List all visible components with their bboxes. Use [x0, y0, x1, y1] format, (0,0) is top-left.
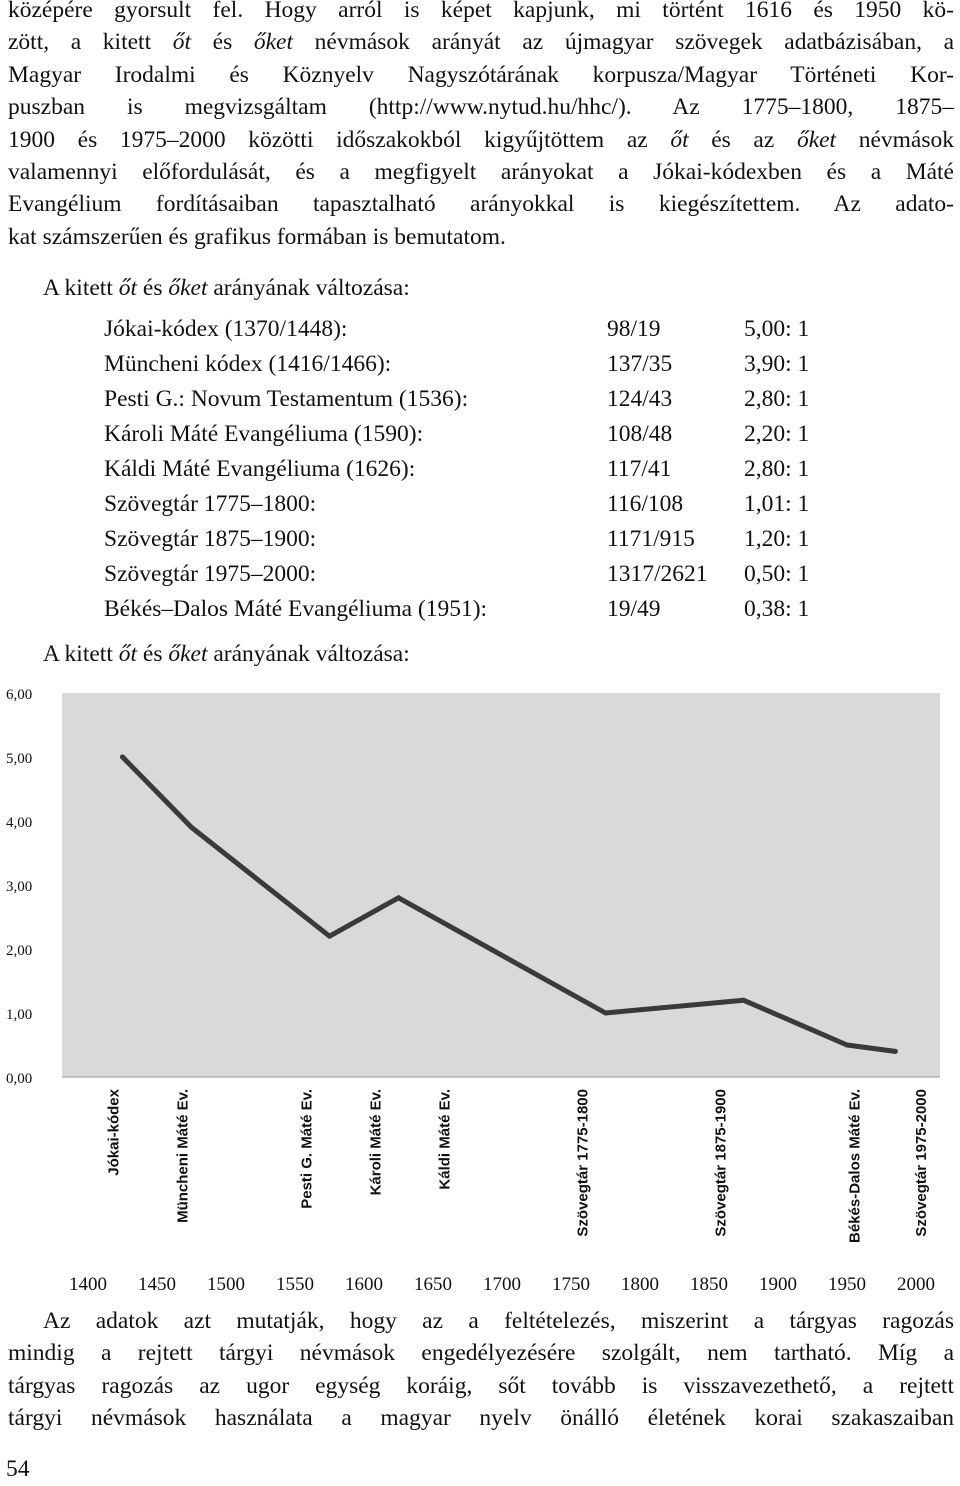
paragraph-line: valamennyi előfordulását, és a megfigyel…: [8, 159, 954, 186]
x-tick-label: 1400: [69, 1274, 107, 1295]
x-tick-label: 1800: [621, 1274, 659, 1295]
category-label: Szövegtár 1975-2000: [913, 1089, 930, 1237]
category-label: Jókai-kódex: [106, 1088, 123, 1175]
ratio-cell: 2,80: 1: [744, 386, 810, 412]
table-caption: A kitett őt és őket arányának változása:: [43, 275, 410, 301]
data-point: [327, 933, 332, 939]
paragraph-line: Magyar Irodalmi és Köznyelv Nagyszótárán…: [8, 61, 954, 88]
paragraph-line: tárgyi névmások használata a magyar nyel…: [8, 1405, 954, 1432]
y-tick-label: 1,00: [6, 1007, 32, 1023]
paragraph-line: középére gyorsult fel. Hogy arról is kép…: [8, 0, 954, 23]
paragraph-line: tárgyas ragozás az ugor egység koráig, s…: [8, 1372, 954, 1399]
counts-cell: 98/19: [607, 316, 661, 342]
paragraph-line: Az adatok azt mutatják, hogy az a feltét…: [43, 1308, 954, 1334]
ratio-line-chart: 0,00 1,00 2,00 3,00 4,00 5,00 6,00 Jókai-kódex M…: [6, 687, 940, 1295]
x-tick-label: 1650: [414, 1274, 452, 1295]
paragraph-line: 1900 és 1975–2000 közötti időszakokból k…: [8, 126, 954, 153]
category-label: Szövegtár 1775-1800: [575, 1089, 592, 1237]
ratio-cell: 5,00: 1: [744, 316, 810, 342]
x-tick-label: 1900: [759, 1274, 797, 1295]
paragraph-line: mindig a rejtett tárgyi névmások engedél…: [8, 1340, 954, 1367]
y-tick-label: 4,00: [6, 815, 32, 831]
counts-cell: 124/43: [607, 386, 673, 412]
x-tick-label: 1600: [345, 1274, 383, 1295]
top-paragraph: középére gyorsult fel. Hogy arról is kép…: [8, 0, 954, 253]
category-label: Káldi Máté Ev.: [437, 1089, 454, 1190]
source-cell: Károli Máté Evangéliuma (1590):: [104, 421, 424, 447]
ratio-cell: 0,50: 1: [744, 561, 810, 587]
ratio-cell: 1,20: 1: [744, 526, 810, 552]
y-tick-label: 2,00: [6, 943, 32, 959]
category-label: Békés-Dalos Máté Ev.: [847, 1089, 864, 1243]
plot-area: [62, 693, 940, 1077]
category-label: Pesti G. Máté Ev.: [299, 1089, 316, 1209]
counts-cell: 137/35: [607, 351, 673, 377]
x-tick-label: 1700: [483, 1274, 521, 1295]
counts-cell: 1171/915: [607, 526, 695, 552]
data-point: [603, 1010, 608, 1016]
ratio-cell: 3,90: 1: [744, 351, 810, 377]
source-cell: Pesti G.: Novum Testamentum (1536):: [104, 386, 469, 412]
paragraph-line: zött, a kitett őt és őket névmások arány…: [8, 29, 955, 56]
x-tick-label: 1750: [552, 1274, 590, 1295]
y-tick-label: 5,00: [6, 751, 32, 767]
x-tick-label: 1450: [138, 1274, 176, 1295]
x-tick-label: 1950: [828, 1274, 866, 1295]
y-tick-label: 6,00: [6, 687, 32, 703]
ratio-cell: 0,38: 1: [744, 596, 810, 622]
source-cell: Szövegtár 1975–2000:: [104, 561, 317, 587]
x-tick-label: 1850: [690, 1274, 728, 1295]
category-label: Szövegtár 1875-1900: [713, 1089, 730, 1237]
paragraph-line: Evangélium fordításaiban tapasztalható a…: [8, 191, 954, 218]
data-point: [741, 997, 746, 1003]
source-cell: Békés–Dalos Máté Evangéliuma (1951):: [104, 596, 488, 622]
data-point: [892, 1048, 898, 1054]
counts-cell: 108/48: [607, 421, 673, 447]
ratio-cell: 1,01: 1: [744, 491, 810, 517]
paragraph-line: puszban is megvizsgáltam (http://www.nyt…: [8, 94, 954, 121]
source-cell: Szövegtár 1875–1900:: [104, 526, 317, 552]
paragraph-line: kat számszerűen és grafikus formában is …: [8, 223, 506, 250]
bottom-paragraph: Az adatok azt mutatják, hogy az a feltét…: [8, 1305, 954, 1435]
category-label: Károli Máté Ev.: [368, 1089, 385, 1195]
data-point: [844, 1042, 850, 1048]
chart-caption: A kitett őt és őket arányának változása:: [43, 641, 410, 667]
counts-cell: 116/108: [607, 491, 684, 517]
y-tick-label: 3,00: [6, 879, 32, 895]
ratio-cell: 2,20: 1: [744, 421, 810, 447]
counts-cell: 19/49: [607, 596, 661, 622]
category-label: Müncheni Máté Ev.: [175, 1089, 192, 1223]
source-cell: Jókai-kódex (1370/1448):: [104, 316, 348, 342]
ratio-cell: 2,80: 1: [744, 456, 810, 482]
counts-cell: 117/41: [607, 456, 672, 482]
source-cell: Szövegtár 1775–1800:: [104, 491, 317, 517]
counts-cell: 1317/2621: [607, 561, 708, 587]
data-point: [189, 824, 194, 830]
x-tick-label: 1500: [207, 1274, 245, 1295]
series-line: [120, 754, 898, 1054]
data-point: [120, 754, 125, 760]
data-point: [396, 895, 401, 901]
x-tick-label: 2000: [897, 1274, 935, 1295]
x-tick-label: 1550: [276, 1274, 314, 1295]
source-cell: Káldi Máté Evangéliuma (1626):: [104, 456, 416, 482]
source-cell: Müncheni kódex (1416/1466):: [104, 351, 392, 377]
y-tick-label: 0,00: [6, 1071, 32, 1087]
page-number: 54: [6, 1456, 30, 1482]
